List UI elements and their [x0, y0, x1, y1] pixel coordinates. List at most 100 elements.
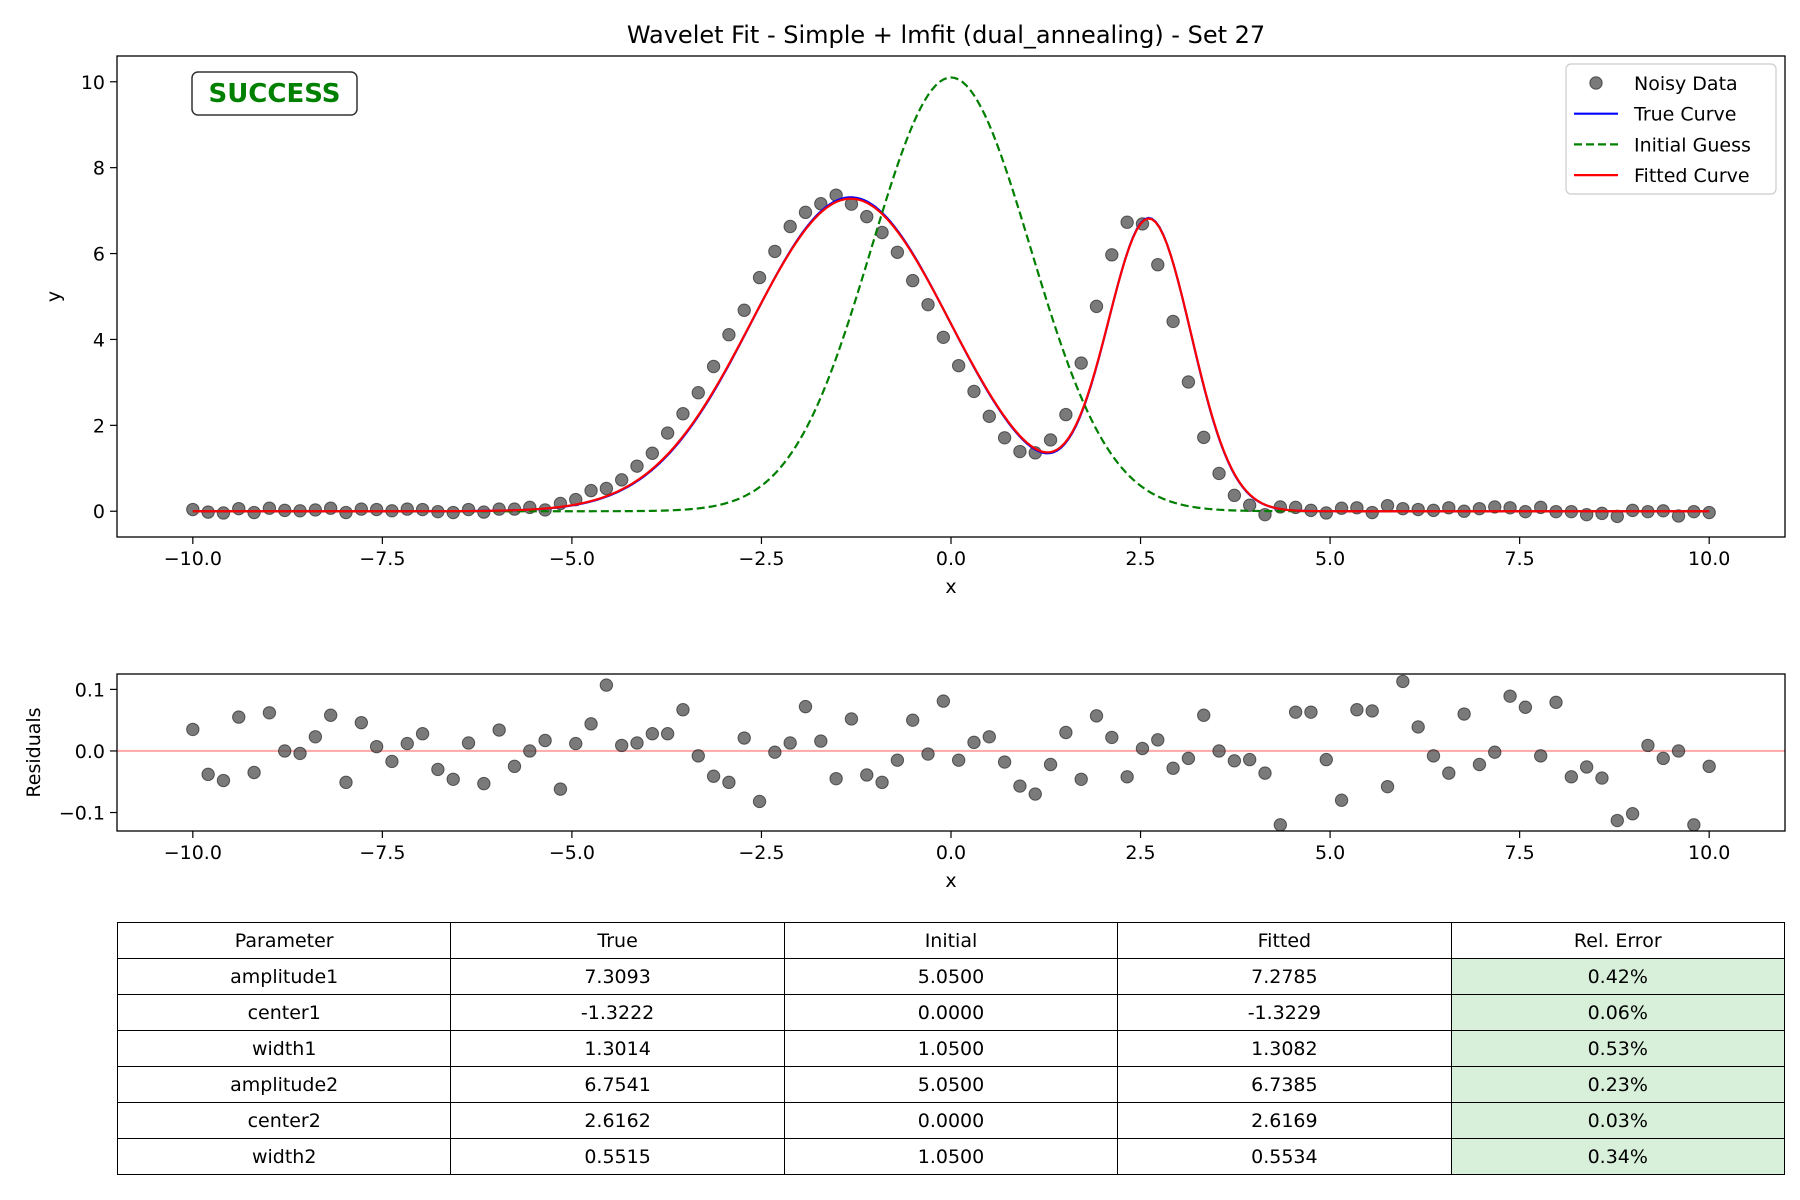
- value-cell: 7.2785: [1117, 958, 1452, 995]
- main-x-tick-label: −5.0: [549, 548, 595, 570]
- noisy-data-point: [936, 330, 951, 344]
- table-row: center1 -1.3222 0.0000 -1.3229 0.06%: [116, 994, 1786, 1031]
- main-y-tick-label: 0: [93, 501, 105, 523]
- noisy-data-point: [1702, 505, 1716, 520]
- residual-point: [676, 703, 690, 717]
- noisy-data-point: [906, 273, 920, 288]
- residual-point: [860, 768, 874, 782]
- noisy-data-point: [737, 303, 751, 317]
- noisy-data-point: [630, 459, 644, 473]
- residuals-y-tick-label: 0.1: [75, 679, 105, 701]
- value-cell: 6.7541: [450, 1066, 785, 1103]
- noisy-data-point: [722, 328, 736, 342]
- noisy-data-point: [1089, 299, 1104, 314]
- residuals-x-tick-label: 2.5: [1125, 842, 1155, 864]
- noisy-data-point: [660, 426, 675, 440]
- residual-point: [492, 723, 506, 737]
- noisy-data-point: [308, 503, 323, 517]
- parameter-name-cell: amplitude2: [116, 1066, 452, 1103]
- noisy-data-point: [400, 502, 414, 516]
- residual-point: [293, 746, 307, 761]
- residual-point: [1350, 703, 1364, 717]
- residual-point: [1488, 745, 1502, 759]
- residual-point: [1610, 813, 1624, 828]
- residuals-x-tick-label: −5.0: [549, 842, 595, 864]
- residual-point: [1426, 749, 1441, 763]
- residual-point: [1671, 744, 1686, 758]
- residual-point: [1702, 759, 1716, 774]
- residual-point: [768, 745, 782, 759]
- residual-point: [186, 722, 200, 737]
- residual-point: [890, 753, 905, 767]
- residual-point: [1380, 779, 1395, 794]
- residual-point: [706, 769, 721, 783]
- residual-point: [1533, 749, 1548, 763]
- residual-point: [1227, 754, 1242, 768]
- main-x-tick-label: −2.5: [738, 548, 784, 570]
- residual-point: [951, 753, 966, 767]
- noisy-data-point: [645, 446, 660, 460]
- residuals-y-tick-label: −0.1: [59, 803, 105, 825]
- residual-point: [1074, 772, 1088, 786]
- chart-title: Wavelet Fit - Simple + lmfit (dual_annea…: [627, 21, 1265, 49]
- residual-point: [737, 731, 751, 745]
- noisy-data-point: [921, 297, 935, 312]
- table-row: amplitude2 6.7541 5.0500 6.7385 0.23%: [116, 1066, 1786, 1103]
- main-y-tick-label: 2: [93, 415, 105, 437]
- residual-point: [1579, 760, 1594, 774]
- noisy-data-point: [1166, 314, 1180, 329]
- noisy-data-point: [354, 502, 369, 516]
- noisy-data-point: [492, 502, 506, 516]
- table-row: width2 0.5515 1.0500 0.5534 0.34%: [116, 1138, 1786, 1175]
- residual-point: [875, 775, 889, 790]
- residual-point: [262, 706, 277, 720]
- value-cell: 2.6169: [1117, 1102, 1452, 1139]
- noisy-data-point: [1380, 498, 1395, 513]
- noisy-data-point: [814, 197, 828, 211]
- residual-point: [1503, 689, 1517, 703]
- noisy-data-point: [1365, 505, 1379, 520]
- residual-point: [232, 710, 246, 724]
- legend-label: True Curve: [1633, 104, 1736, 126]
- noisy-data-point: [997, 431, 1012, 445]
- noisy-data-point: [232, 501, 246, 516]
- parameter-table: Parameter True Initial Fitted Rel. Error amp…: [116, 922, 1786, 1175]
- residual-point: [1319, 752, 1333, 767]
- noisy-data-point: [1411, 502, 1425, 517]
- noisy-data-point: [599, 481, 614, 496]
- parameter-name-cell: amplitude1: [116, 958, 452, 995]
- rel-error-cell: 0.06%: [1450, 994, 1786, 1031]
- residual-point: [1442, 766, 1456, 780]
- legend: Noisy Data True Curve Initial Guess Fitted …: [1565, 63, 1777, 195]
- residual-point: [1595, 771, 1609, 785]
- residual-point: [660, 727, 675, 741]
- noisy-data-point: [783, 219, 797, 234]
- noisy-data-point: [1074, 356, 1088, 370]
- value-cell: 1.3014: [450, 1030, 785, 1067]
- residual-point: [1028, 787, 1042, 801]
- residuals-plot: −10.0 −7.5 −5.0 −2.5 0.0 2.5 5.0 7.5 10.0 −0.1 0.0…: [23, 673, 1786, 892]
- main-plot: −10.0 −7.5 −5.0 −2.5 0.0 2.5 5.0 7.5 10.0 0 2 4 6 8 10…: [43, 55, 1786, 598]
- residual-point: [415, 727, 430, 741]
- noisy-data-point: [446, 505, 460, 520]
- noisy-data-point: [691, 386, 705, 400]
- residual-point: [339, 775, 353, 790]
- noisy-data-point: [1212, 466, 1226, 481]
- residual-point: [1242, 752, 1257, 767]
- legend-label: Initial Guess: [1634, 134, 1751, 156]
- noisy-data-point: [951, 358, 966, 373]
- main-x-tick-label: −10.0: [164, 548, 222, 570]
- residual-point: [1120, 770, 1134, 784]
- noisy-data-point: [1043, 433, 1058, 447]
- main-y-tick-label: 6: [93, 244, 105, 266]
- table-header-row: Parameter True Initial Fitted Rel. Error: [116, 922, 1786, 959]
- main-y-axis-label: y: [43, 291, 65, 302]
- status-badge-box: [191, 71, 358, 116]
- noisy-data-point: [768, 244, 782, 259]
- noisy-data-point: [752, 270, 767, 285]
- residual-point: [1549, 695, 1563, 710]
- residuals-x-tick-label: −10.0: [164, 842, 222, 864]
- noisy-data-point: [1671, 509, 1686, 523]
- residual-point: [385, 754, 399, 769]
